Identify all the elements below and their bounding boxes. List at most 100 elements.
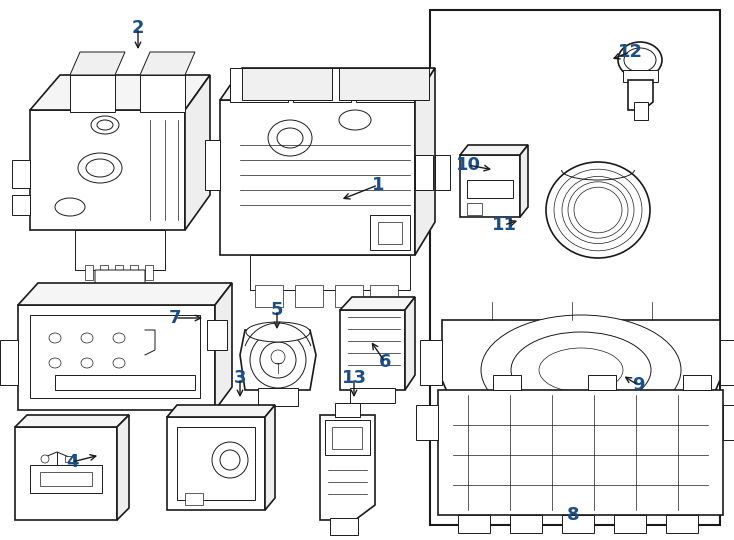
Bar: [205, 140, 220, 190]
Ellipse shape: [268, 120, 312, 156]
Bar: [85, 265, 93, 280]
Text: 9: 9: [632, 376, 644, 394]
Bar: [145, 265, 153, 280]
Polygon shape: [220, 100, 415, 255]
Ellipse shape: [212, 442, 248, 478]
Ellipse shape: [546, 162, 650, 258]
Ellipse shape: [618, 42, 662, 78]
Bar: [458, 515, 490, 533]
Polygon shape: [250, 255, 410, 290]
Ellipse shape: [562, 177, 634, 244]
Ellipse shape: [220, 450, 240, 470]
Polygon shape: [230, 68, 288, 102]
Polygon shape: [438, 390, 723, 515]
Polygon shape: [185, 75, 210, 230]
Polygon shape: [70, 75, 115, 112]
Polygon shape: [220, 68, 435, 100]
Polygon shape: [95, 270, 145, 305]
Ellipse shape: [113, 358, 125, 368]
Polygon shape: [416, 405, 438, 440]
Ellipse shape: [511, 332, 651, 408]
Text: 1: 1: [371, 176, 385, 194]
Bar: [255, 285, 283, 307]
Bar: [335, 403, 360, 417]
Bar: [493, 375, 521, 390]
Polygon shape: [18, 283, 232, 305]
Bar: [0, 340, 18, 385]
Polygon shape: [415, 68, 435, 255]
Polygon shape: [140, 52, 195, 75]
Polygon shape: [723, 405, 734, 440]
Bar: [510, 515, 542, 533]
Polygon shape: [617, 450, 645, 472]
Polygon shape: [75, 230, 165, 270]
Ellipse shape: [113, 333, 125, 343]
Text: 13: 13: [341, 369, 366, 387]
Bar: [12, 160, 30, 188]
Ellipse shape: [81, 358, 93, 368]
Polygon shape: [167, 405, 275, 417]
Bar: [420, 340, 442, 385]
Polygon shape: [405, 297, 415, 390]
Bar: [430, 10, 720, 525]
Ellipse shape: [86, 159, 114, 177]
Ellipse shape: [49, 333, 61, 343]
Polygon shape: [628, 80, 653, 110]
Ellipse shape: [539, 348, 623, 392]
Polygon shape: [117, 415, 129, 520]
Text: 4: 4: [66, 453, 79, 471]
Text: 3: 3: [233, 369, 246, 387]
Bar: [295, 285, 323, 307]
Text: 2: 2: [131, 19, 145, 37]
Polygon shape: [672, 450, 700, 472]
Ellipse shape: [277, 128, 303, 148]
Polygon shape: [240, 330, 316, 390]
Bar: [207, 320, 227, 350]
Bar: [623, 70, 658, 82]
Bar: [614, 515, 646, 533]
Polygon shape: [30, 75, 210, 110]
Bar: [335, 285, 363, 307]
Polygon shape: [542, 450, 570, 472]
Ellipse shape: [78, 153, 122, 183]
Bar: [12, 195, 30, 215]
Polygon shape: [472, 450, 500, 472]
Bar: [325, 420, 370, 455]
Ellipse shape: [97, 120, 113, 130]
Bar: [115, 265, 123, 280]
Bar: [415, 155, 433, 190]
Ellipse shape: [49, 358, 61, 368]
Polygon shape: [356, 68, 414, 102]
Text: 8: 8: [567, 506, 579, 524]
Bar: [634, 102, 648, 120]
Text: 11: 11: [492, 216, 517, 234]
Bar: [100, 265, 108, 280]
Polygon shape: [340, 310, 405, 390]
Polygon shape: [70, 52, 125, 75]
Polygon shape: [15, 415, 129, 427]
Bar: [177, 427, 255, 500]
Bar: [467, 180, 513, 198]
Ellipse shape: [246, 322, 310, 342]
Polygon shape: [330, 518, 358, 535]
Bar: [130, 265, 138, 280]
Polygon shape: [340, 297, 415, 310]
Bar: [55, 375, 195, 390]
Bar: [378, 222, 402, 244]
Ellipse shape: [554, 169, 642, 251]
Bar: [65, 456, 73, 462]
Bar: [258, 388, 298, 406]
Polygon shape: [140, 75, 185, 112]
Bar: [40, 472, 92, 486]
Bar: [683, 375, 711, 390]
Ellipse shape: [339, 110, 371, 130]
Bar: [30, 315, 200, 398]
Polygon shape: [293, 68, 351, 102]
Polygon shape: [520, 145, 528, 217]
Bar: [350, 388, 395, 403]
Text: 10: 10: [456, 156, 481, 174]
Polygon shape: [265, 405, 275, 510]
Bar: [666, 515, 698, 533]
Bar: [562, 515, 594, 533]
Polygon shape: [30, 110, 185, 230]
